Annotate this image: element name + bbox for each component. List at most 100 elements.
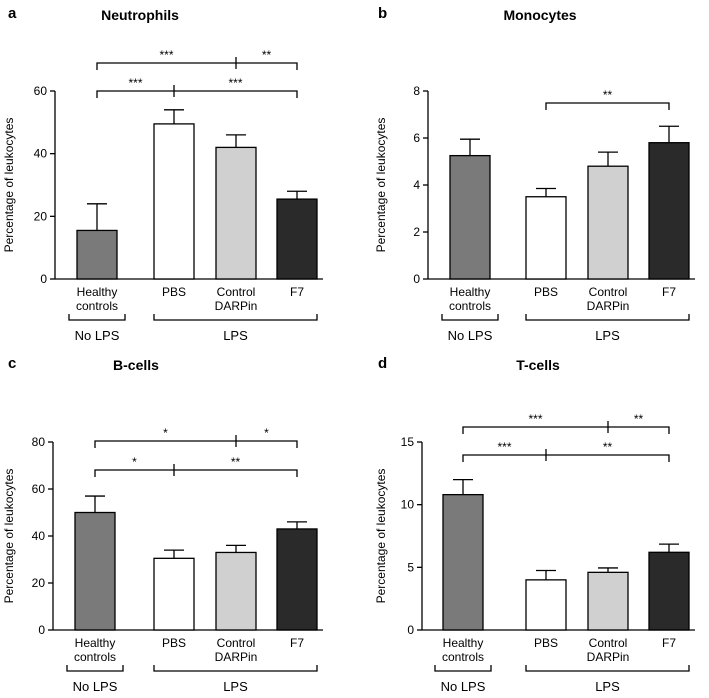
y-tick-label: 20: [34, 209, 48, 223]
bar: [276, 528, 318, 631]
significance-label: **: [603, 88, 613, 102]
chart-title: Neutrophils: [101, 7, 179, 23]
group-label: LPS: [595, 328, 620, 343]
panel-letter: a: [8, 5, 17, 22]
y-axis-label: Percentage of leukocytes: [374, 469, 388, 604]
y-tick-label: 5: [407, 560, 414, 574]
x-tick-label: F7: [662, 636, 676, 650]
significance-bracket: [96, 62, 298, 70]
group-label: LPS: [595, 679, 620, 694]
chart-title: B-cells: [113, 357, 159, 373]
y-axis-label: Percentage of leukocytes: [2, 469, 16, 604]
x-tick-label: PBS: [534, 636, 558, 650]
group-label: No LPS: [73, 679, 118, 694]
x-tick-label: F7: [290, 636, 304, 650]
x-tick-label: F7: [290, 285, 304, 299]
y-tick-label: 60: [34, 84, 48, 98]
group-bracket: [525, 314, 690, 321]
bar: [74, 511, 116, 631]
group-bracket: [525, 665, 690, 672]
x-tick-label: controls: [449, 299, 491, 313]
bar: [153, 123, 195, 280]
chart-title: Monocytes: [503, 7, 576, 23]
x-tick-label: DARPin: [587, 650, 630, 664]
panel-a: a Neutrophils Percentage of leukocytes 0 20 4…: [2, 5, 323, 343]
group-bracket: [68, 314, 126, 321]
y-tick-label: 40: [32, 529, 46, 543]
significance-label: **: [603, 440, 613, 454]
y-tick-label: 0: [38, 623, 45, 637]
bar: [525, 579, 567, 631]
x-tick-label: Healthy: [443, 636, 484, 650]
group-bracket: [441, 314, 499, 321]
bar: [76, 229, 118, 280]
group-label: LPS: [223, 328, 248, 343]
significance-bracket: [462, 454, 670, 462]
bar: [648, 142, 690, 280]
bar: [587, 165, 629, 280]
y-tick-label: 15: [401, 435, 415, 449]
x-tick-label: PBS: [534, 285, 558, 299]
significance-label: ***: [497, 440, 511, 454]
significance-label: *: [264, 426, 269, 440]
significance-label: **: [634, 412, 644, 426]
y-tick-label: 6: [413, 131, 420, 145]
group-bracket: [153, 665, 318, 672]
significance-label: *: [163, 426, 168, 440]
panel-letter: d: [378, 355, 387, 372]
significance-label: **: [231, 455, 241, 469]
x-tick-label: PBS: [162, 285, 186, 299]
y-tick-label: 4: [413, 178, 420, 192]
chart-title: T-cells: [516, 357, 560, 373]
y-axis-label: Percentage of leukocytes: [2, 118, 16, 253]
group-label: No LPS: [448, 328, 493, 343]
significance-label: ***: [528, 412, 542, 426]
group-label: LPS: [223, 679, 248, 694]
significance-label: *: [132, 455, 137, 469]
y-tick-label: 20: [32, 576, 46, 590]
bar: [449, 154, 491, 280]
x-tick-label: DARPin: [587, 299, 630, 313]
bar: [276, 198, 318, 280]
y-tick-label: 8: [413, 84, 420, 98]
significance-bracket: [94, 469, 298, 477]
x-tick-label: Control: [217, 636, 256, 650]
bar: [215, 551, 257, 631]
group-label: No LPS: [75, 328, 120, 343]
x-tick-label: Control: [589, 285, 628, 299]
significance-label: ***: [128, 76, 142, 90]
bar: [215, 146, 257, 280]
x-tick-label: controls: [76, 299, 118, 313]
significance-label: ***: [228, 76, 242, 90]
panel-b: b Monocytes Percentage of leukocytes 0 2 4 6 8 H…: [374, 5, 695, 343]
x-tick-label: DARPin: [215, 650, 258, 664]
significance-bracket: [94, 440, 298, 448]
group-label: No LPS: [441, 679, 486, 694]
panel-letter: c: [8, 355, 16, 372]
significance-label: ***: [159, 48, 173, 62]
significance-bracket: [545, 102, 670, 110]
bar: [442, 493, 484, 631]
bar: [587, 571, 629, 631]
x-tick-label: Healthy: [77, 285, 118, 299]
y-tick-label: 40: [34, 147, 48, 161]
x-tick-label: Healthy: [75, 636, 116, 650]
x-tick-label: controls: [74, 650, 116, 664]
x-tick-label: Control: [589, 636, 628, 650]
bar: [153, 557, 195, 631]
y-tick-label: 2: [413, 225, 420, 239]
y-tick-label: 0: [40, 272, 47, 286]
panel-letter: b: [378, 5, 387, 22]
bar: [648, 551, 690, 631]
significance-bracket: [462, 426, 670, 434]
x-tick-label: F7: [662, 285, 676, 299]
significance-bracket: [96, 90, 298, 98]
significance-label: **: [262, 48, 272, 62]
panel-d: d T-cells Percentage of leukocytes 0 5 10 15 He…: [374, 355, 695, 694]
group-bracket: [153, 314, 318, 321]
y-tick-label: 10: [401, 498, 415, 512]
group-bracket: [66, 665, 124, 672]
y-axis-label: Percentage of leukocytes: [374, 118, 388, 253]
x-tick-label: controls: [442, 650, 484, 664]
